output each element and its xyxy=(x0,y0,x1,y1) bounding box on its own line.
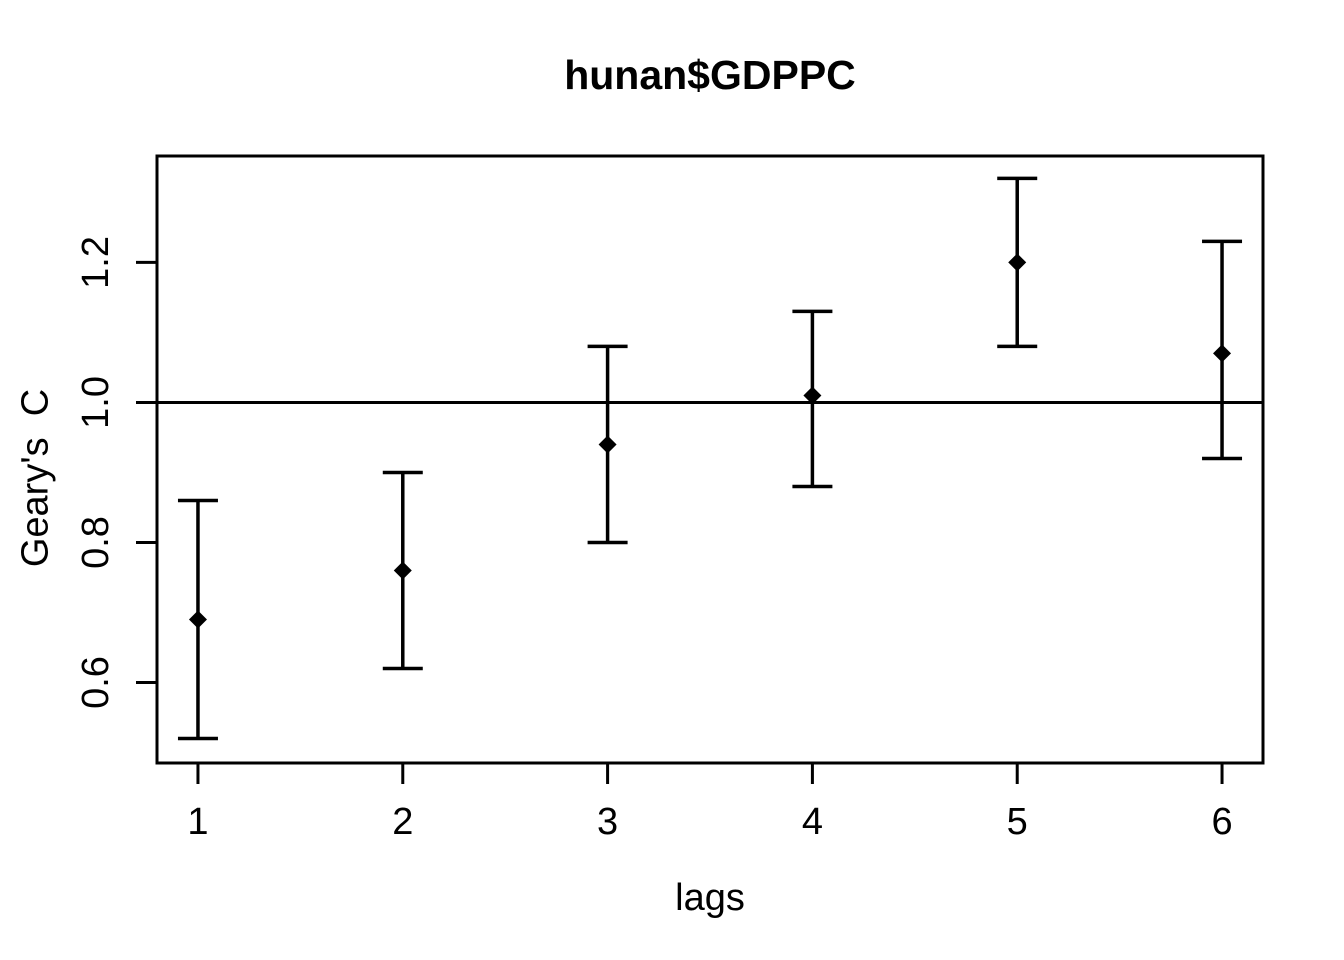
x-tick-label: 5 xyxy=(1007,801,1028,843)
y-tick-label: 0.8 xyxy=(75,516,117,569)
chart-title: hunan$GDPPC xyxy=(564,52,856,98)
x-tick-label: 2 xyxy=(392,801,413,843)
y-tick-label: 1.0 xyxy=(75,376,117,429)
point-marker-lag-6 xyxy=(1213,344,1232,363)
x-tick-label: 1 xyxy=(187,801,208,843)
point-marker-lag-1 xyxy=(188,610,207,629)
x-axis-title: lags xyxy=(675,877,745,919)
y-tick-label: 0.6 xyxy=(75,656,117,709)
point-marker-lag-2 xyxy=(393,561,412,580)
point-marker-lag-4 xyxy=(803,386,822,405)
point-marker-lag-3 xyxy=(598,435,617,454)
x-tick-label: 3 xyxy=(597,801,618,843)
x-tick-label: 6 xyxy=(1211,801,1232,843)
plot-border xyxy=(155,154,1265,765)
x-tick-label: 4 xyxy=(802,801,823,843)
y-tick-label: 1.2 xyxy=(75,236,117,289)
point-marker-lag-5 xyxy=(1008,253,1027,272)
